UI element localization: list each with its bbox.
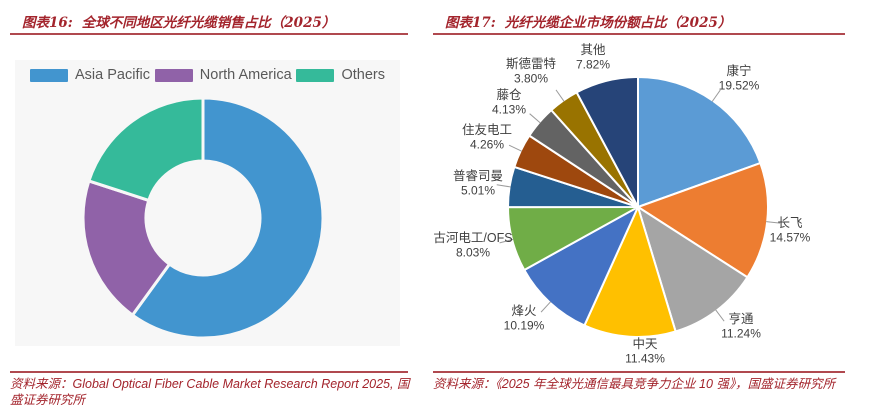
company-share-pie-chart: 康宁 19.52% 长飞 14.57% 亨通 11.24% 中天 11.43% 烽火 10.19%… xyxy=(433,43,811,366)
pie-slice-3 xyxy=(583,206,677,338)
legend-swatch-north-america xyxy=(154,68,193,82)
legend-item-asia-pacific: Asia Pacific xyxy=(30,67,150,83)
pie-leader-line-4 xyxy=(540,301,551,313)
pie-label-10: 其他 7.82% xyxy=(576,43,610,72)
pie-leader-line-9 xyxy=(555,89,565,102)
pie-label-7: 住友电工 4.26% xyxy=(462,123,512,152)
pie-label-9: 斯德雷特 3.80% xyxy=(506,56,556,86)
figure16-title: 图表16: 全球不同地区光纤光缆销售占比（2025） xyxy=(22,11,335,31)
pie-label-8: 藤仓 4.13% xyxy=(492,88,526,117)
pie-label-3: 中天 11.43% xyxy=(625,336,665,366)
pie-label-0: 康宁 19.52% xyxy=(719,63,760,93)
figure17-source: 资料来源：《2025 年全球光通信最具竞争力企业 10 强》，国盛证券研究所 xyxy=(433,377,836,391)
pie-leader-line-1 xyxy=(766,221,781,224)
legend-item-others: Others xyxy=(296,67,385,83)
pie-label-1: 长飞 14.57% xyxy=(770,216,811,245)
pie-leader-line-7 xyxy=(508,144,522,152)
pie-label-2: 亨通 11.24% xyxy=(721,311,761,341)
figure17-label: 图表17: xyxy=(445,15,496,31)
pie-leader-line-8 xyxy=(529,113,541,124)
pie-slice-10 xyxy=(575,76,639,208)
pie-slice-1 xyxy=(81,179,171,317)
pie-leader-line-5 xyxy=(499,238,514,244)
figure16-title-text: 全球不同地区光纤光缆销售占比（2025） xyxy=(81,15,336,31)
legend-swatch-asia-pacific xyxy=(30,68,68,82)
legend-label-others: Others xyxy=(341,67,385,83)
legend-label-north-america: North America xyxy=(199,67,292,83)
pie-slice-2 xyxy=(87,96,205,202)
pie-label-4: 烽火 10.19% xyxy=(504,304,545,333)
legend-label-asia-pacific: Asia Pacific xyxy=(75,67,150,83)
figure17-title: 图表17: 光纤光缆企业市场份额占比（2025） xyxy=(445,11,731,31)
pie-label-6: 普睿司曼 5.01% xyxy=(453,168,503,198)
pie-slice-0 xyxy=(130,96,325,340)
region-share-donut-chart xyxy=(81,96,325,340)
figure17-source-rule xyxy=(433,371,845,373)
donut-legend: Asia Pacific North America Others xyxy=(15,67,400,83)
pie-label-5: 古河电工/OFS 8.03% xyxy=(433,230,512,260)
figure16-title-rule xyxy=(10,33,408,35)
legend-swatch-others xyxy=(296,68,335,82)
figure16-label: 图表16: xyxy=(22,15,73,31)
figure17-title-rule xyxy=(433,33,845,35)
figure17-title-text: 光纤光缆企业市场份额占比（2025） xyxy=(504,15,732,31)
pie-leader-line-0 xyxy=(711,89,721,102)
figure16-source-rule xyxy=(10,371,408,373)
region-share-chart-panel: Asia Pacific North America Others xyxy=(15,60,400,346)
pie-leader-line-2 xyxy=(715,309,725,322)
figure16-source: 资料来源：Global Optical Fiber Cable Market R… xyxy=(10,377,410,408)
legend-item-north-america: North America xyxy=(154,67,292,83)
pie-leader-line-6 xyxy=(496,184,511,188)
